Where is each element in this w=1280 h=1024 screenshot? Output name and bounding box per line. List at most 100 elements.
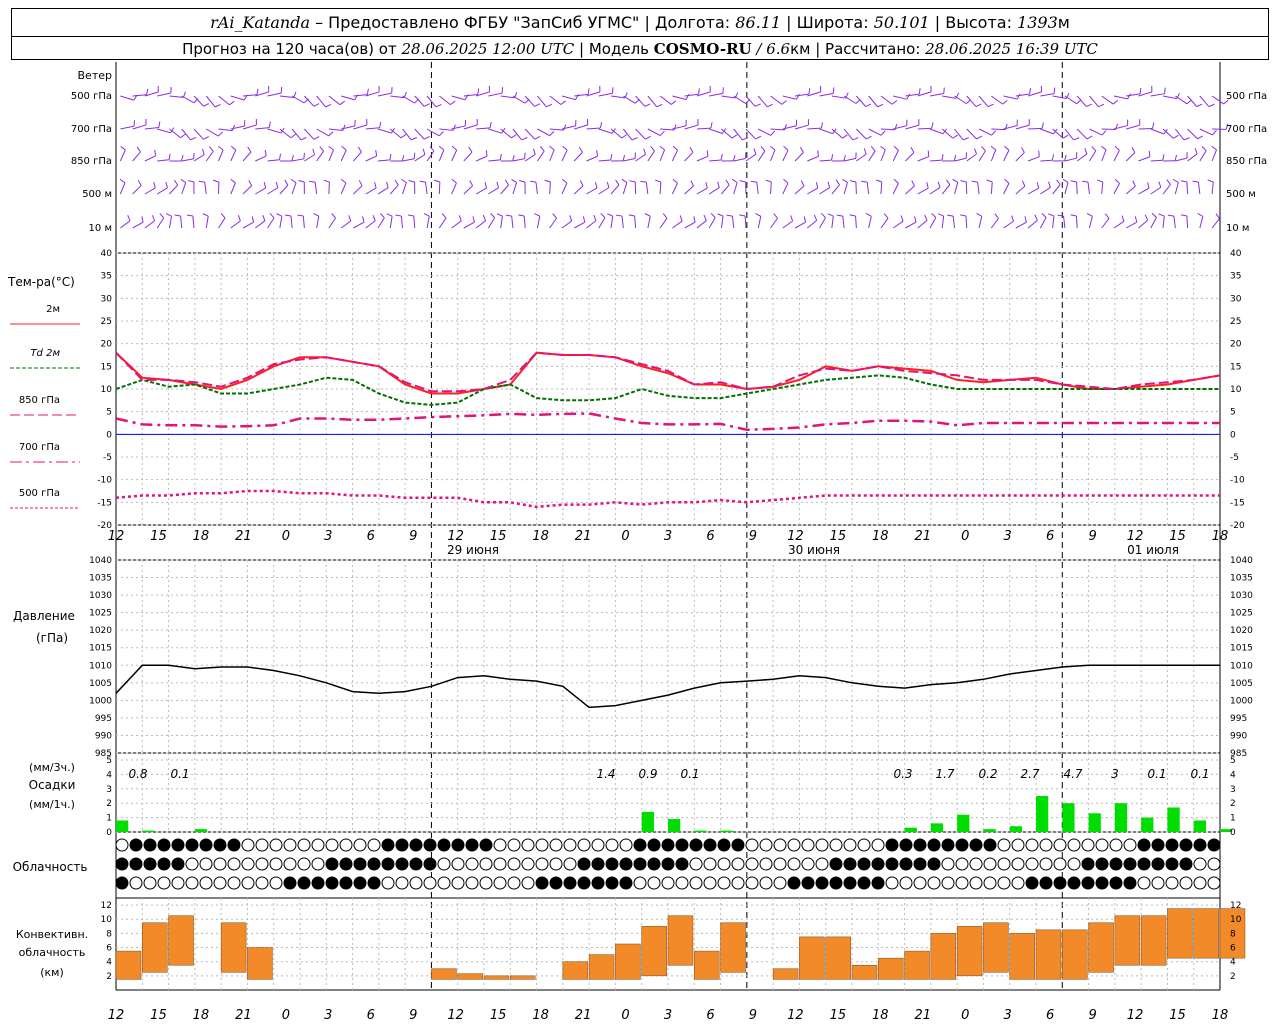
precip-total-label: 0.9 xyxy=(638,767,657,781)
wind-barb-feather xyxy=(1114,178,1120,184)
wind-barb xyxy=(856,95,866,107)
precip-ytick-right: 2 xyxy=(1230,799,1236,809)
wind-barb-feather xyxy=(1127,93,1131,100)
wind-barb-feather xyxy=(248,180,253,186)
wind-barb xyxy=(451,125,466,130)
wind-barb xyxy=(1186,181,1189,195)
wind-barb xyxy=(1174,182,1179,195)
wind-barb-feather xyxy=(1114,145,1120,151)
cloud-cover-icon xyxy=(815,857,829,871)
precip-total-label: 0.3 xyxy=(893,767,912,781)
wind-barb-feather xyxy=(340,178,347,184)
wind-barb xyxy=(721,95,736,99)
wind-barb xyxy=(1052,95,1067,99)
pressure-ytick-left: 1015 xyxy=(89,644,112,654)
wind-barb xyxy=(192,216,195,229)
precip-bar xyxy=(194,829,208,832)
wind-barb xyxy=(893,95,907,100)
wind-barb-feather xyxy=(544,179,551,183)
temp-ytick-right: 0 xyxy=(1230,430,1236,440)
wind-barb-feather xyxy=(1070,214,1077,217)
temp-ytick-left: 35 xyxy=(101,272,112,282)
temp-series-line xyxy=(115,489,1220,509)
cloud-cover-icon xyxy=(353,838,367,852)
wind-barb-feather xyxy=(438,145,445,151)
cloud-cover-icon xyxy=(1053,838,1067,852)
precip-total-label: 0.1 xyxy=(680,767,699,781)
pressure-line xyxy=(115,664,1220,709)
wind-barb xyxy=(132,124,147,130)
wind-barb-feather xyxy=(174,214,181,217)
wind-barb-feather xyxy=(1197,212,1204,217)
wind-barb xyxy=(304,128,315,140)
wind-barb xyxy=(549,217,557,229)
wind-barb xyxy=(120,125,135,130)
wind-barb-feather xyxy=(1038,150,1040,157)
precip-bar xyxy=(142,830,155,832)
wind-barb xyxy=(120,220,131,229)
wind-barb-feather xyxy=(579,180,584,187)
cloud-cover-icon xyxy=(605,838,619,852)
wind-barb-feather xyxy=(784,124,787,131)
wind-barb-feather xyxy=(963,137,969,141)
wind-barb xyxy=(941,184,951,195)
wind-barb xyxy=(243,94,258,97)
model-name: COSMO-RU xyxy=(653,40,752,58)
wind-barb-feather xyxy=(229,100,235,106)
marks-layer xyxy=(115,85,1246,980)
wind-barb xyxy=(1113,183,1120,195)
wind-barb xyxy=(598,217,606,229)
wind-barb xyxy=(205,216,209,229)
wind-barb-feather xyxy=(230,178,236,184)
wind-barb-feather xyxy=(429,146,435,152)
cloud-cover-icon xyxy=(549,838,563,852)
wind-barb xyxy=(1150,217,1157,229)
wind-barb xyxy=(1173,216,1176,229)
wind-barb-feather xyxy=(672,178,678,184)
wind-barb xyxy=(782,220,793,229)
wind-barb xyxy=(463,93,478,97)
wind-barb-feather xyxy=(1225,123,1229,130)
precip-total-label: 1.7 xyxy=(935,767,954,781)
wind-barb xyxy=(1199,95,1210,107)
wind-barb-feather xyxy=(484,182,488,189)
wind-barb-feather xyxy=(214,104,221,108)
x-tick-label-bottom: 6 xyxy=(706,1008,714,1023)
precip-ytick-left: 5 xyxy=(106,756,112,766)
wind-barb xyxy=(1150,186,1162,195)
x-tick-label-bottom: 3 xyxy=(664,1008,672,1023)
wind-barb-feather xyxy=(372,214,376,221)
wind-barb xyxy=(255,187,266,195)
wind-barb xyxy=(475,155,488,162)
wind-barb xyxy=(978,150,986,162)
wind-barb-feather xyxy=(582,216,586,223)
precip-ytick-right: 4 xyxy=(1230,770,1236,780)
cloud-cover-icon xyxy=(409,838,423,852)
wind-barb xyxy=(426,128,440,137)
cloud-cover-icon xyxy=(213,838,227,852)
wind-barb xyxy=(414,128,425,140)
wind-barb xyxy=(230,125,245,130)
wind-barb xyxy=(475,220,486,229)
wind-barb xyxy=(218,95,230,106)
wind-barb xyxy=(169,184,178,195)
wind-barb xyxy=(610,216,614,229)
wind-barb-feather xyxy=(312,148,316,155)
cloud-cover-icon xyxy=(241,857,255,871)
wind-barb xyxy=(733,182,738,195)
cloud-cover-icon xyxy=(1095,838,1109,852)
wind-barb-feather xyxy=(587,88,590,95)
wind-barb xyxy=(696,220,707,229)
wind-barb xyxy=(438,149,445,162)
wind-barb-feather xyxy=(883,213,889,219)
cloud-cover-icon xyxy=(983,838,997,852)
cloud-cover-icon xyxy=(325,876,339,890)
wind-barb-feather xyxy=(298,179,305,183)
wind-barb xyxy=(819,128,833,135)
cloud-cover-icon xyxy=(283,876,297,890)
wind-level-label: 700 гПа xyxy=(71,124,112,135)
wind-barb xyxy=(757,150,766,162)
x-tick-label-temp: 3 xyxy=(664,529,672,544)
wind-barb xyxy=(819,187,830,195)
precip-ytick-left: 3 xyxy=(106,785,112,795)
